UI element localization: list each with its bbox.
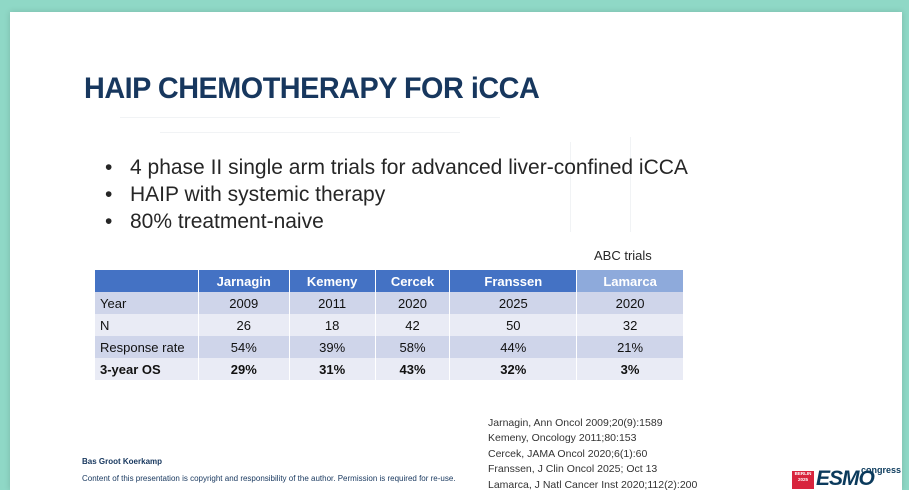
copyright-notice: Content of this presentation is copyrigh…	[82, 474, 456, 483]
table-row: Year 2009 2011 2020 2025 2020	[94, 292, 684, 314]
table-header-cell: Lamarca	[576, 270, 684, 292]
table-header-row: Jarnagin Kemeny Cercek Franssen Lamarca	[94, 270, 684, 292]
table-cell: 58%	[374, 336, 451, 358]
table-cell: 2011	[288, 292, 376, 314]
abc-trials-label: ABC trials	[594, 248, 652, 263]
trials-table: Jarnagin Kemeny Cercek Franssen Lamarca …	[94, 270, 684, 380]
table-row: 3-year OS 29% 31% 43% 32% 3%	[94, 358, 684, 380]
table-cell: 29%	[197, 358, 290, 380]
row-label: Response rate	[94, 336, 199, 358]
table-header-cell: Kemeny	[288, 270, 376, 292]
table-cell: 2020	[576, 292, 684, 314]
table-cell: 18	[288, 314, 376, 336]
table-cell: 2020	[374, 292, 451, 314]
table-cell: 32%	[449, 358, 578, 380]
references: Jarnagin, Ann Oncol 2009;20(9):1589 Keme…	[488, 416, 697, 490]
table-cell: 2025	[449, 292, 578, 314]
reference-item: Lamarca, J Natl Cancer Inst 2020;112(2):…	[488, 478, 698, 490]
reference-item: Franssen, J Clin Oncol 2025; Oct 13	[488, 463, 658, 476]
table-cell: 43%	[374, 358, 451, 380]
row-label: N	[94, 314, 199, 336]
table-cell: 21%	[576, 336, 684, 358]
table-header-cell: Franssen	[449, 270, 578, 292]
logo-tag: BERLIN 2025	[792, 471, 814, 489]
background-line	[160, 132, 460, 133]
bullet-item: 4 phase II single arm trials for advance…	[105, 154, 688, 181]
table-cell: 3%	[576, 358, 684, 380]
esmo-congress-logo: BERLIN 2025 ESMO congress	[792, 462, 902, 490]
table-row: N 26 18 42 50 32	[94, 314, 684, 336]
background-line	[120, 117, 500, 118]
author-name: Bas Groot Koerkamp	[82, 457, 163, 466]
reference-item: Jarnagin, Ann Oncol 2009;20(9):1589	[488, 417, 663, 429]
bullet-item: HAIP with systemic therapy	[105, 181, 688, 208]
bullet-item: 80% treatment-naive	[105, 208, 688, 235]
table-cell: 32	[576, 314, 684, 336]
row-label: Year	[94, 292, 199, 314]
table-row: Response rate 54% 39% 58% 44% 21%	[94, 336, 684, 358]
table-cell: 2009	[197, 292, 290, 314]
table-cell: 42	[374, 314, 451, 336]
row-label: 3-year OS	[94, 358, 199, 380]
slide-title: HAIP CHEMOTHERAPY FOR iCCA	[84, 72, 540, 105]
table-cell: 50	[449, 314, 578, 336]
table-header-cell: Cercek	[374, 270, 451, 292]
logo-wordmark: ESMO	[816, 467, 875, 490]
table-cell: 31%	[288, 358, 376, 380]
table-cell: 44%	[449, 336, 578, 358]
table-cell: 39%	[288, 336, 376, 358]
reference-item: Cercek, JAMA Oncol 2020;6(1):60	[488, 447, 648, 460]
bullet-list: 4 phase II single arm trials for advance…	[105, 154, 688, 235]
table-cell: 54%	[197, 336, 290, 358]
table-header-cell	[94, 270, 199, 292]
table-cell: 26	[197, 314, 290, 336]
table-header-cell: Jarnagin	[197, 270, 290, 292]
reference-item: Kemeny, Oncology 2011;80:153	[488, 432, 637, 445]
logo-subtitle: congress	[861, 465, 902, 475]
slide: HAIP CHEMOTHERAPY FOR iCCA 4 phase II si…	[10, 12, 902, 490]
